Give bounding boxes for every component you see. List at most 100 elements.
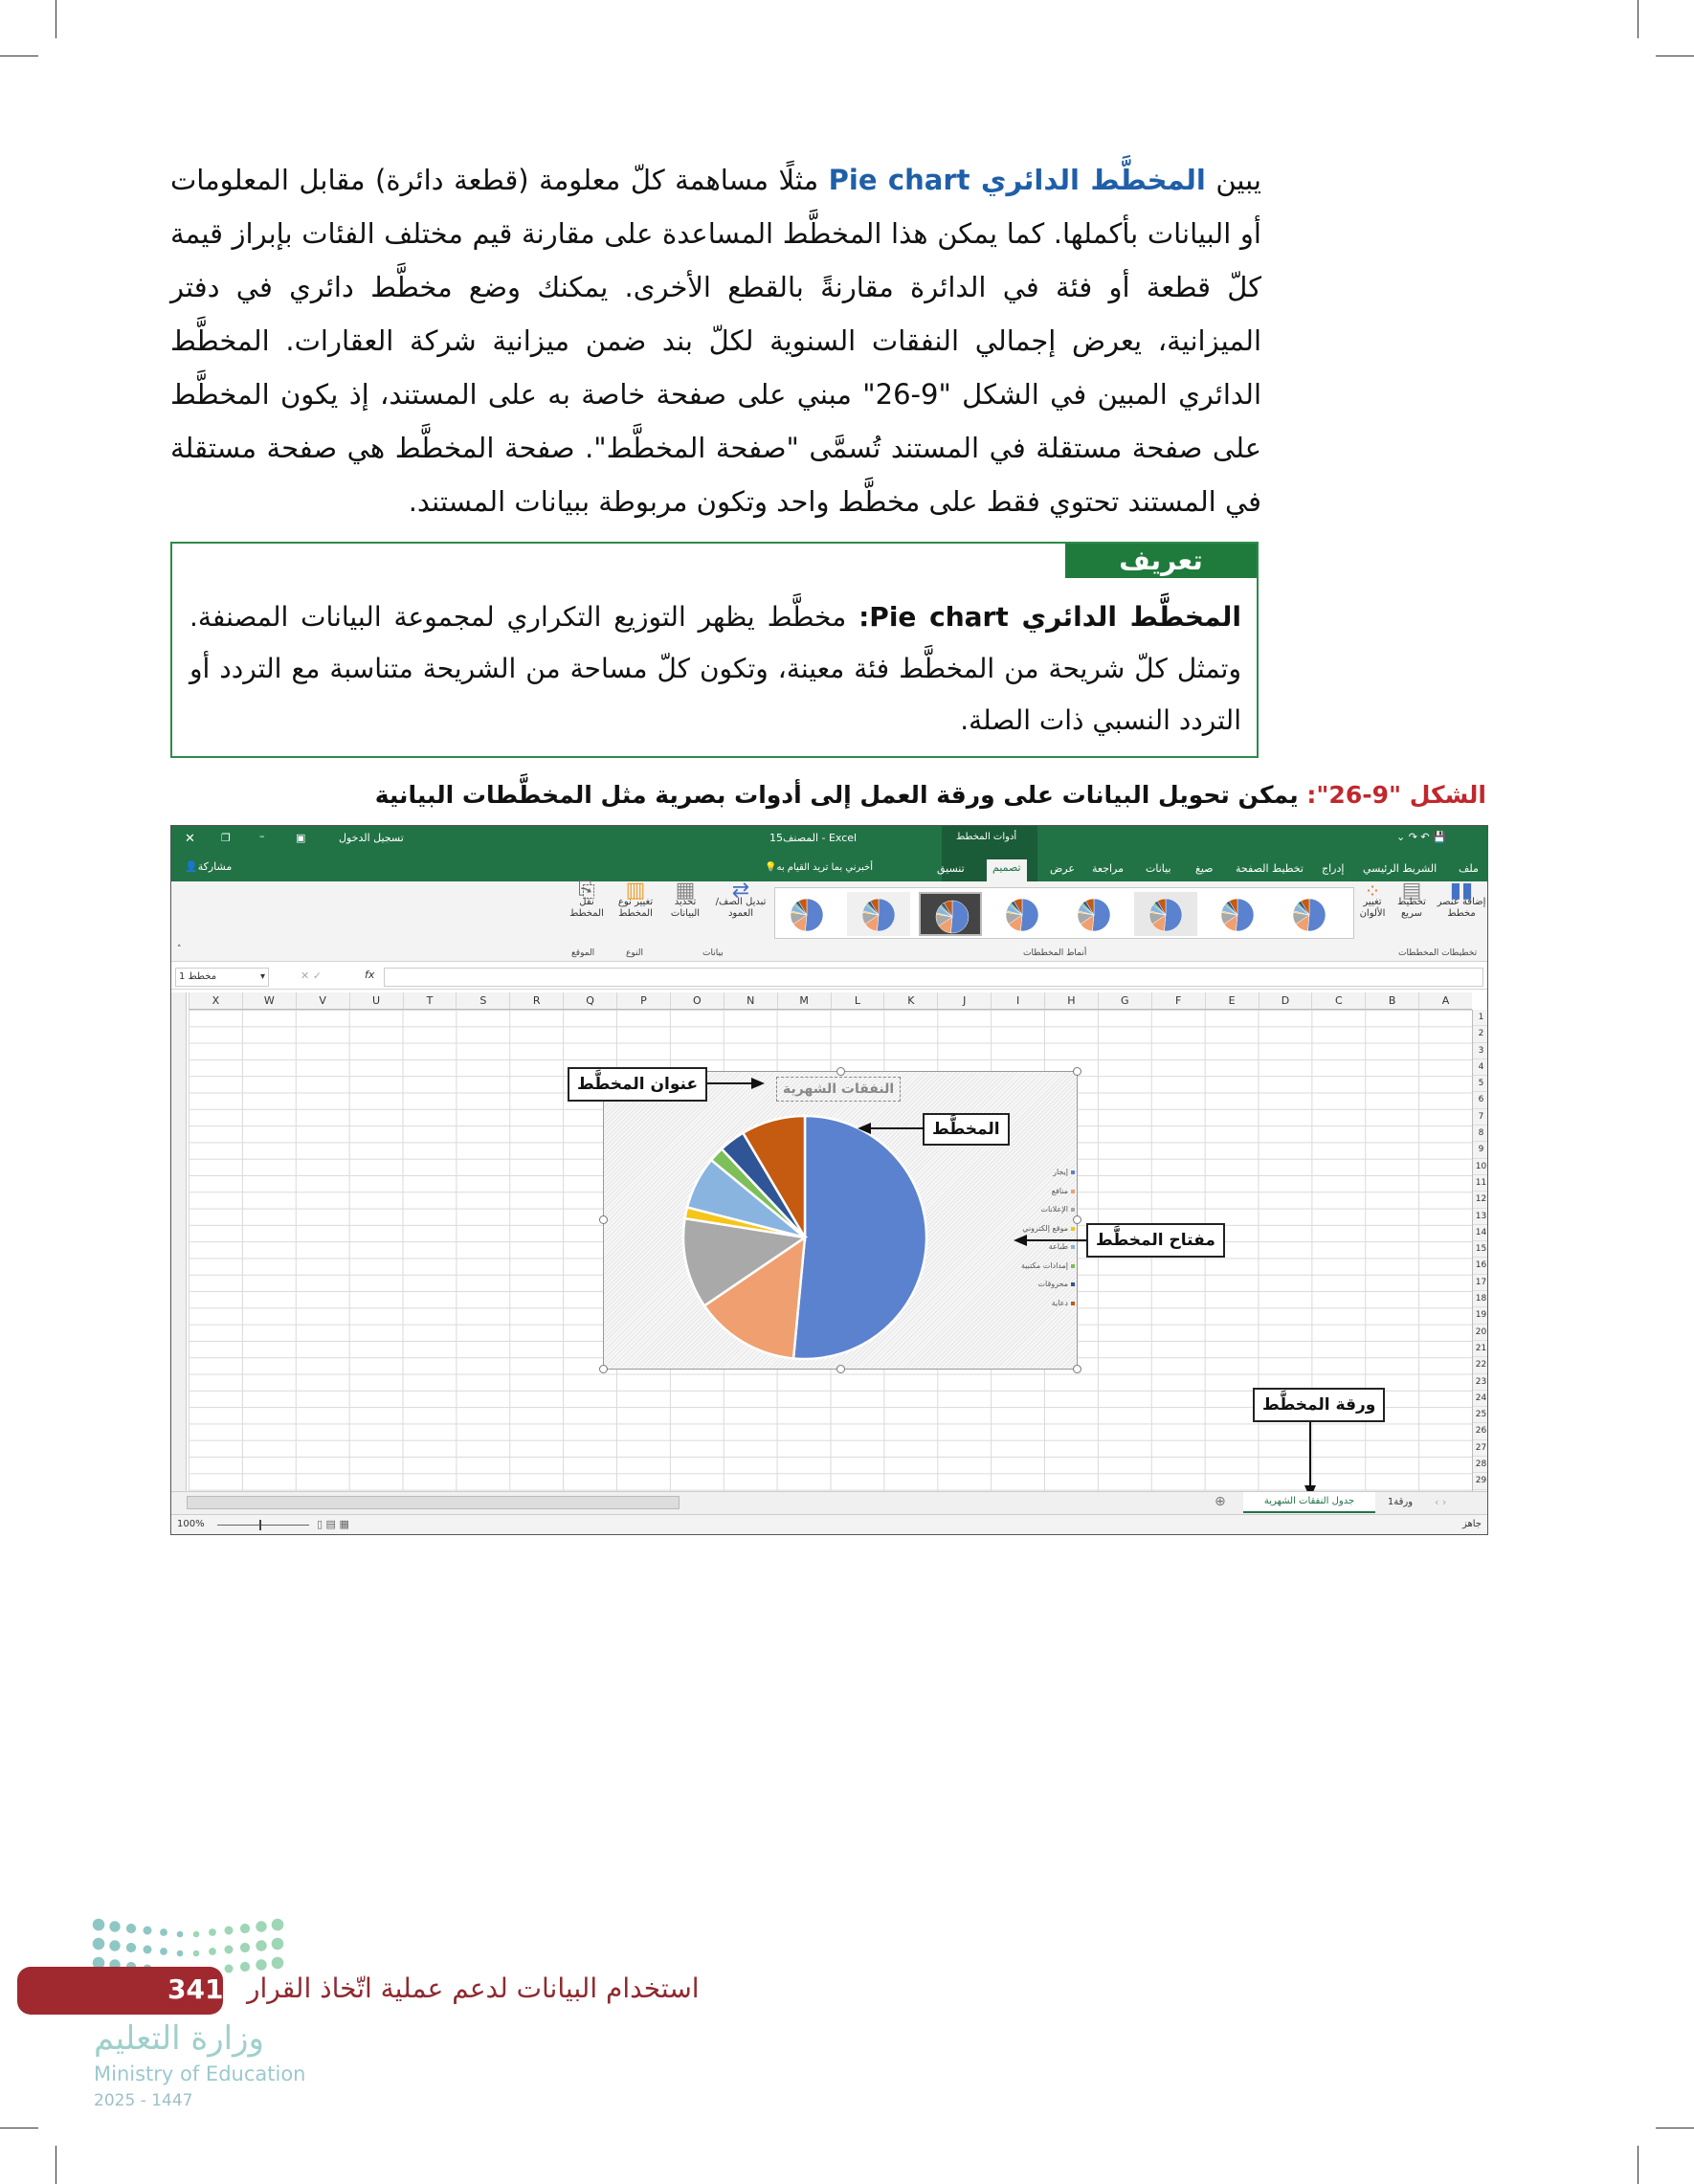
chart-legend[interactable]: إيجار منافع الإعلانات موقع إلكتروني طباعة إمد… xyxy=(1015,1163,1075,1312)
switch-row-column-button[interactable]: ⇄ تبديل الصف/العمود xyxy=(711,880,770,920)
chart-style-option[interactable] xyxy=(847,892,910,936)
column-header[interactable]: L xyxy=(830,992,884,1009)
column-header[interactable]: C xyxy=(1311,992,1365,1009)
change-colors-button[interactable]: ⁘ تغيير الألوان xyxy=(1356,881,1389,920)
chart-styles-gallery[interactable] xyxy=(774,887,1354,939)
tab-home[interactable]: الشريط الرئيسي xyxy=(1363,862,1438,875)
resize-handle[interactable] xyxy=(1073,1067,1081,1076)
resize-handle[interactable] xyxy=(599,1215,608,1224)
add-chart-element-button[interactable]: ▮▮ إضافة عنصر مخطط xyxy=(1437,880,1486,920)
chart-style-option[interactable] xyxy=(919,892,982,936)
resize-handle[interactable] xyxy=(1073,1215,1081,1224)
chart-style-option[interactable] xyxy=(1134,892,1197,936)
legend-item[interactable]: محروقات xyxy=(1015,1275,1075,1294)
resize-handle[interactable] xyxy=(1073,1365,1081,1373)
chart-style-option[interactable] xyxy=(775,892,838,936)
zoom-slider[interactable] xyxy=(217,1520,309,1530)
row-header[interactable]: 6 xyxy=(1473,1092,1487,1109)
tab-formulas[interactable]: صيغ xyxy=(1195,862,1214,875)
resize-handle[interactable] xyxy=(599,1365,608,1373)
column-header[interactable]: E xyxy=(1204,992,1259,1009)
minimize-icon[interactable]: – xyxy=(259,830,265,842)
row-header[interactable]: 14 xyxy=(1473,1225,1487,1242)
row-header[interactable]: 4 xyxy=(1473,1059,1487,1077)
close-icon[interactable]: ✕ xyxy=(185,832,195,846)
insert-function-button[interactable]: fx xyxy=(365,969,375,981)
tab-review[interactable]: مراجعة xyxy=(1092,862,1125,875)
row-header[interactable]: 18 xyxy=(1473,1291,1487,1308)
column-header[interactable]: J xyxy=(937,992,991,1009)
chart-area[interactable]: النفقات الشهرية إيجار منافع الإعلانات موقع … xyxy=(599,1067,1081,1373)
sheet-nav-arrows[interactable]: ‹ › xyxy=(1435,1496,1447,1508)
row-header[interactable]: 13 xyxy=(1473,1209,1487,1225)
tab-file[interactable]: ملف xyxy=(1459,862,1479,875)
row-header[interactable]: 23 xyxy=(1473,1374,1487,1391)
restore-icon[interactable]: ❐ xyxy=(221,832,231,844)
column-header[interactable]: F xyxy=(1150,992,1205,1009)
row-header[interactable]: 9 xyxy=(1473,1142,1487,1159)
legend-item[interactable]: موقع إلكتروني xyxy=(1015,1219,1075,1238)
row-header[interactable]: 10 xyxy=(1473,1159,1487,1175)
row-header[interactable]: 12 xyxy=(1473,1192,1487,1209)
formula-input[interactable] xyxy=(384,968,1483,987)
column-header[interactable]: K xyxy=(883,992,937,1009)
row-header[interactable]: 20 xyxy=(1473,1325,1487,1341)
share-button[interactable]: 👤 مشاركة xyxy=(185,860,233,873)
legend-item[interactable]: دعاية xyxy=(1015,1294,1075,1313)
select-data-button[interactable]: ▦ تحديد البيانات xyxy=(661,880,709,920)
legend-item[interactable]: إيجار xyxy=(1015,1163,1075,1182)
zoom-thumb[interactable] xyxy=(259,1520,261,1530)
name-box[interactable]: مخطط 1 ▾ xyxy=(175,968,269,987)
row-header[interactable]: 26 xyxy=(1473,1423,1487,1440)
row-header[interactable]: 21 xyxy=(1473,1341,1487,1358)
legend-item[interactable]: منافع xyxy=(1015,1182,1075,1201)
resize-handle[interactable] xyxy=(836,1067,845,1076)
column-header[interactable]: T xyxy=(402,992,457,1009)
column-header[interactable]: G xyxy=(1097,992,1151,1009)
row-header[interactable]: 25 xyxy=(1473,1407,1487,1424)
chart-style-option[interactable] xyxy=(1278,892,1341,936)
row-header[interactable]: 8 xyxy=(1473,1125,1487,1143)
row-header[interactable]: 5 xyxy=(1473,1076,1487,1093)
chart-title[interactable]: النفقات الشهرية xyxy=(776,1077,902,1102)
tab-data[interactable]: بيانات xyxy=(1146,862,1171,875)
vertical-scrollbar[interactable] xyxy=(171,992,187,1491)
row-header[interactable]: 16 xyxy=(1473,1258,1487,1275)
column-header[interactable]: B xyxy=(1365,992,1418,1009)
pie-chart[interactable] xyxy=(680,1108,929,1367)
column-header[interactable]: N xyxy=(723,992,777,1009)
row-header[interactable]: 24 xyxy=(1473,1391,1487,1408)
column-header[interactable]: Q xyxy=(563,992,616,1009)
move-chart-button[interactable]: ⎘ نقل المخطط xyxy=(564,880,610,920)
column-header[interactable]: O xyxy=(669,992,724,1009)
row-header[interactable]: 2 xyxy=(1473,1026,1487,1043)
ribbon-options-icon[interactable]: ▣ xyxy=(296,832,306,844)
column-header[interactable]: H xyxy=(1044,992,1098,1009)
row-header[interactable]: 11 xyxy=(1473,1175,1487,1192)
column-header[interactable]: D xyxy=(1258,992,1312,1009)
row-header[interactable]: 22 xyxy=(1473,1357,1487,1374)
sheet-tab-active[interactable]: جدول النفقات الشهرية xyxy=(1243,1492,1375,1513)
row-header[interactable]: 17 xyxy=(1473,1275,1487,1292)
column-header[interactable]: W xyxy=(241,992,296,1009)
column-header[interactable]: V xyxy=(295,992,349,1009)
row-header[interactable]: 15 xyxy=(1473,1241,1487,1259)
legend-item[interactable]: طباعة xyxy=(1015,1237,1075,1257)
tab-design[interactable]: تصميم xyxy=(987,859,1027,881)
column-header[interactable]: M xyxy=(776,992,831,1009)
collapse-ribbon-icon[interactable]: ˄ xyxy=(177,945,182,954)
quick-layout-button[interactable]: ▤ تخطيط سريع xyxy=(1389,880,1435,920)
column-header[interactable]: S xyxy=(456,992,509,1009)
column-header[interactable]: X xyxy=(189,992,242,1009)
row-header[interactable]: 27 xyxy=(1473,1440,1487,1458)
chart-style-option[interactable] xyxy=(991,892,1054,936)
column-header[interactable]: A xyxy=(1418,992,1472,1009)
tell-me-box[interactable]: 💡 أخبرني بما تريد القيام به xyxy=(765,862,874,873)
horizontal-scrollbar[interactable] xyxy=(187,1496,680,1509)
column-header[interactable]: R xyxy=(509,992,563,1009)
sign-in-link[interactable]: تسجيل الدخول xyxy=(339,832,404,844)
chart-style-option[interactable] xyxy=(1062,892,1126,936)
sheet-tab[interactable]: ورقة1 xyxy=(1387,1497,1414,1507)
row-header[interactable]: 29 xyxy=(1473,1473,1487,1490)
pie-slice[interactable] xyxy=(681,1216,809,1308)
